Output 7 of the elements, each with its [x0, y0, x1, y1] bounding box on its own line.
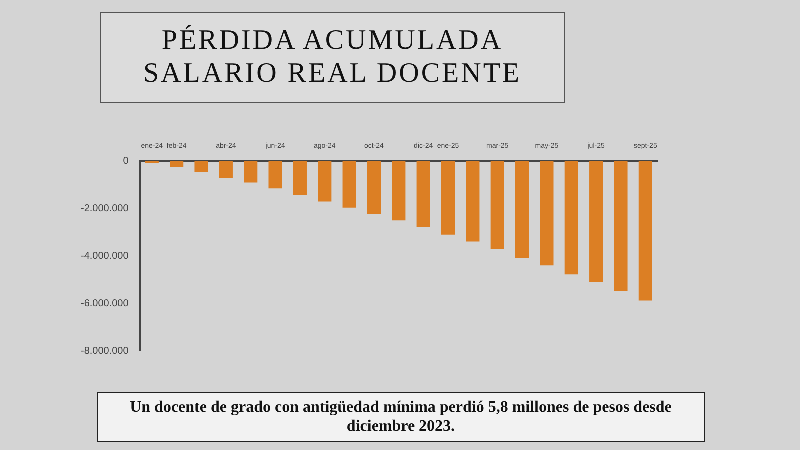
text: Un docente de grado con antigüedad mínima perdió 5,8 millones de pesos desde diciembre 2023.: [129, 398, 673, 436]
chart-title: PÉRDIDA ACUMULADA SALARIO REAL DOCENTE: [142, 25, 523, 90]
y-tick-label: -6.000.000: [80, 298, 130, 310]
y-tick-label: -2.000.000: [80, 204, 130, 215]
y-tick-label: -4.000.000: [80, 250, 130, 262]
y-tick-label: -8.000.000: [80, 346, 130, 357]
y-tick-label: 0: [123, 156, 130, 168]
